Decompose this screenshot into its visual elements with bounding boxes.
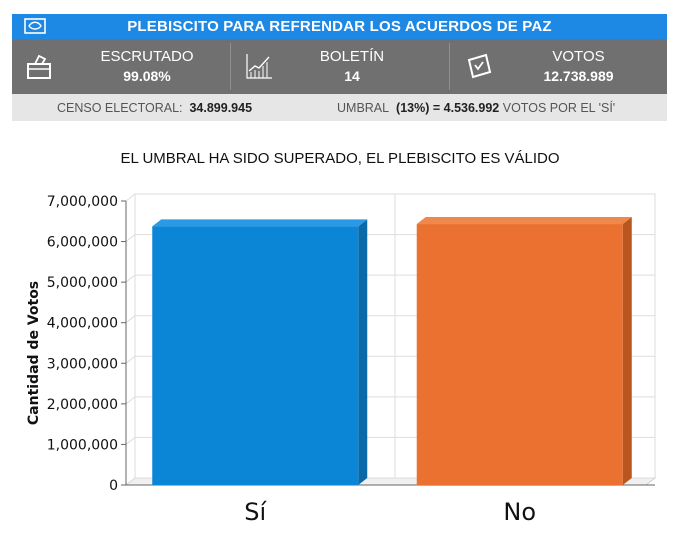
y-tick-label: 4,000,000 (47, 316, 118, 332)
grid-line-depth (125, 437, 136, 445)
census-bar: CENSO ELECTORAL: 34.899.945 UMBRAL (13%)… (12, 94, 667, 121)
divider (449, 43, 450, 90)
line-chart-icon (246, 54, 272, 79)
stat-label: BOLETÍN (319, 48, 385, 65)
grid-line-depth (125, 193, 136, 202)
grid-line-depth (125, 274, 136, 283)
y-tick-label: 0 (109, 478, 118, 494)
grid-line-depth (125, 315, 136, 324)
result-headline: EL UMBRAL HA SIDO SUPERADO, EL PLEBISCIT… (120, 150, 560, 167)
stat-label: VOTOS (552, 48, 605, 65)
y-tick-label: 7,000,000 (47, 194, 118, 210)
census-label: CENSO ELECTORAL: (57, 101, 183, 115)
y-tick-label: 1,000,000 (47, 437, 118, 453)
stat-boletin: BOLETÍN 14 (231, 39, 449, 94)
census-value: 34.899.945 (189, 101, 253, 115)
x-tick-label: No (503, 498, 536, 526)
y-tick-label: 2,000,000 (47, 397, 118, 413)
grid-line-depth (125, 355, 136, 364)
stats-bar: ESCRUTADO 99.08% BOLETÍN 14 VOTOS 12.738… (12, 39, 667, 94)
y-tick-label: 5,000,000 (47, 275, 118, 291)
grid-line-depth (125, 477, 136, 486)
threshold-value: = 4.536.992 (432, 101, 500, 115)
stat-votos: VOTOS 12.738.989 (450, 39, 667, 94)
stat-value: 14 (344, 68, 360, 84)
stat-value: 99.08% (123, 68, 171, 84)
y-tick-label: 3,000,000 (47, 356, 118, 372)
colombia-logo-icon (24, 18, 46, 34)
x-tick-label: Sí (244, 498, 267, 526)
stat-label: ESCRUTADO (100, 48, 194, 65)
bar-top (152, 219, 368, 227)
bar-side (358, 219, 368, 485)
grid-line-depth (125, 396, 136, 405)
census-info: CENSO ELECTORAL: 34.899.945 (57, 101, 252, 115)
y-tick-label: 6,000,000 (47, 235, 118, 251)
ballot-box-icon (27, 54, 51, 79)
stat-escrutado: ESCRUTADO 99.08% (12, 39, 230, 94)
threshold-percent: (13%) (396, 101, 430, 115)
threshold-suffix: VOTOS POR EL 'SÍ' (502, 101, 616, 115)
stat-value: 12.738.989 (543, 68, 614, 84)
threshold-info: UMBRAL (13%) = 4.536.992 VOTOS POR EL 'S… (337, 101, 615, 115)
bar-side (622, 217, 632, 486)
page-title: PLEBISCITO PARA REFRENDAR LOS ACUERDOS D… (127, 18, 552, 35)
vote-card-icon (467, 53, 492, 79)
divider (230, 43, 231, 90)
grid-line-depth (125, 234, 136, 242)
bar-top (416, 217, 632, 225)
bar-no (416, 224, 623, 486)
threshold-label: UMBRAL (337, 101, 390, 115)
header-bar: PLEBISCITO PARA REFRENDAR LOS ACUERDOS D… (12, 14, 667, 39)
bar-si (152, 226, 359, 485)
y-axis-label: Cantidad de Votos (26, 281, 42, 425)
